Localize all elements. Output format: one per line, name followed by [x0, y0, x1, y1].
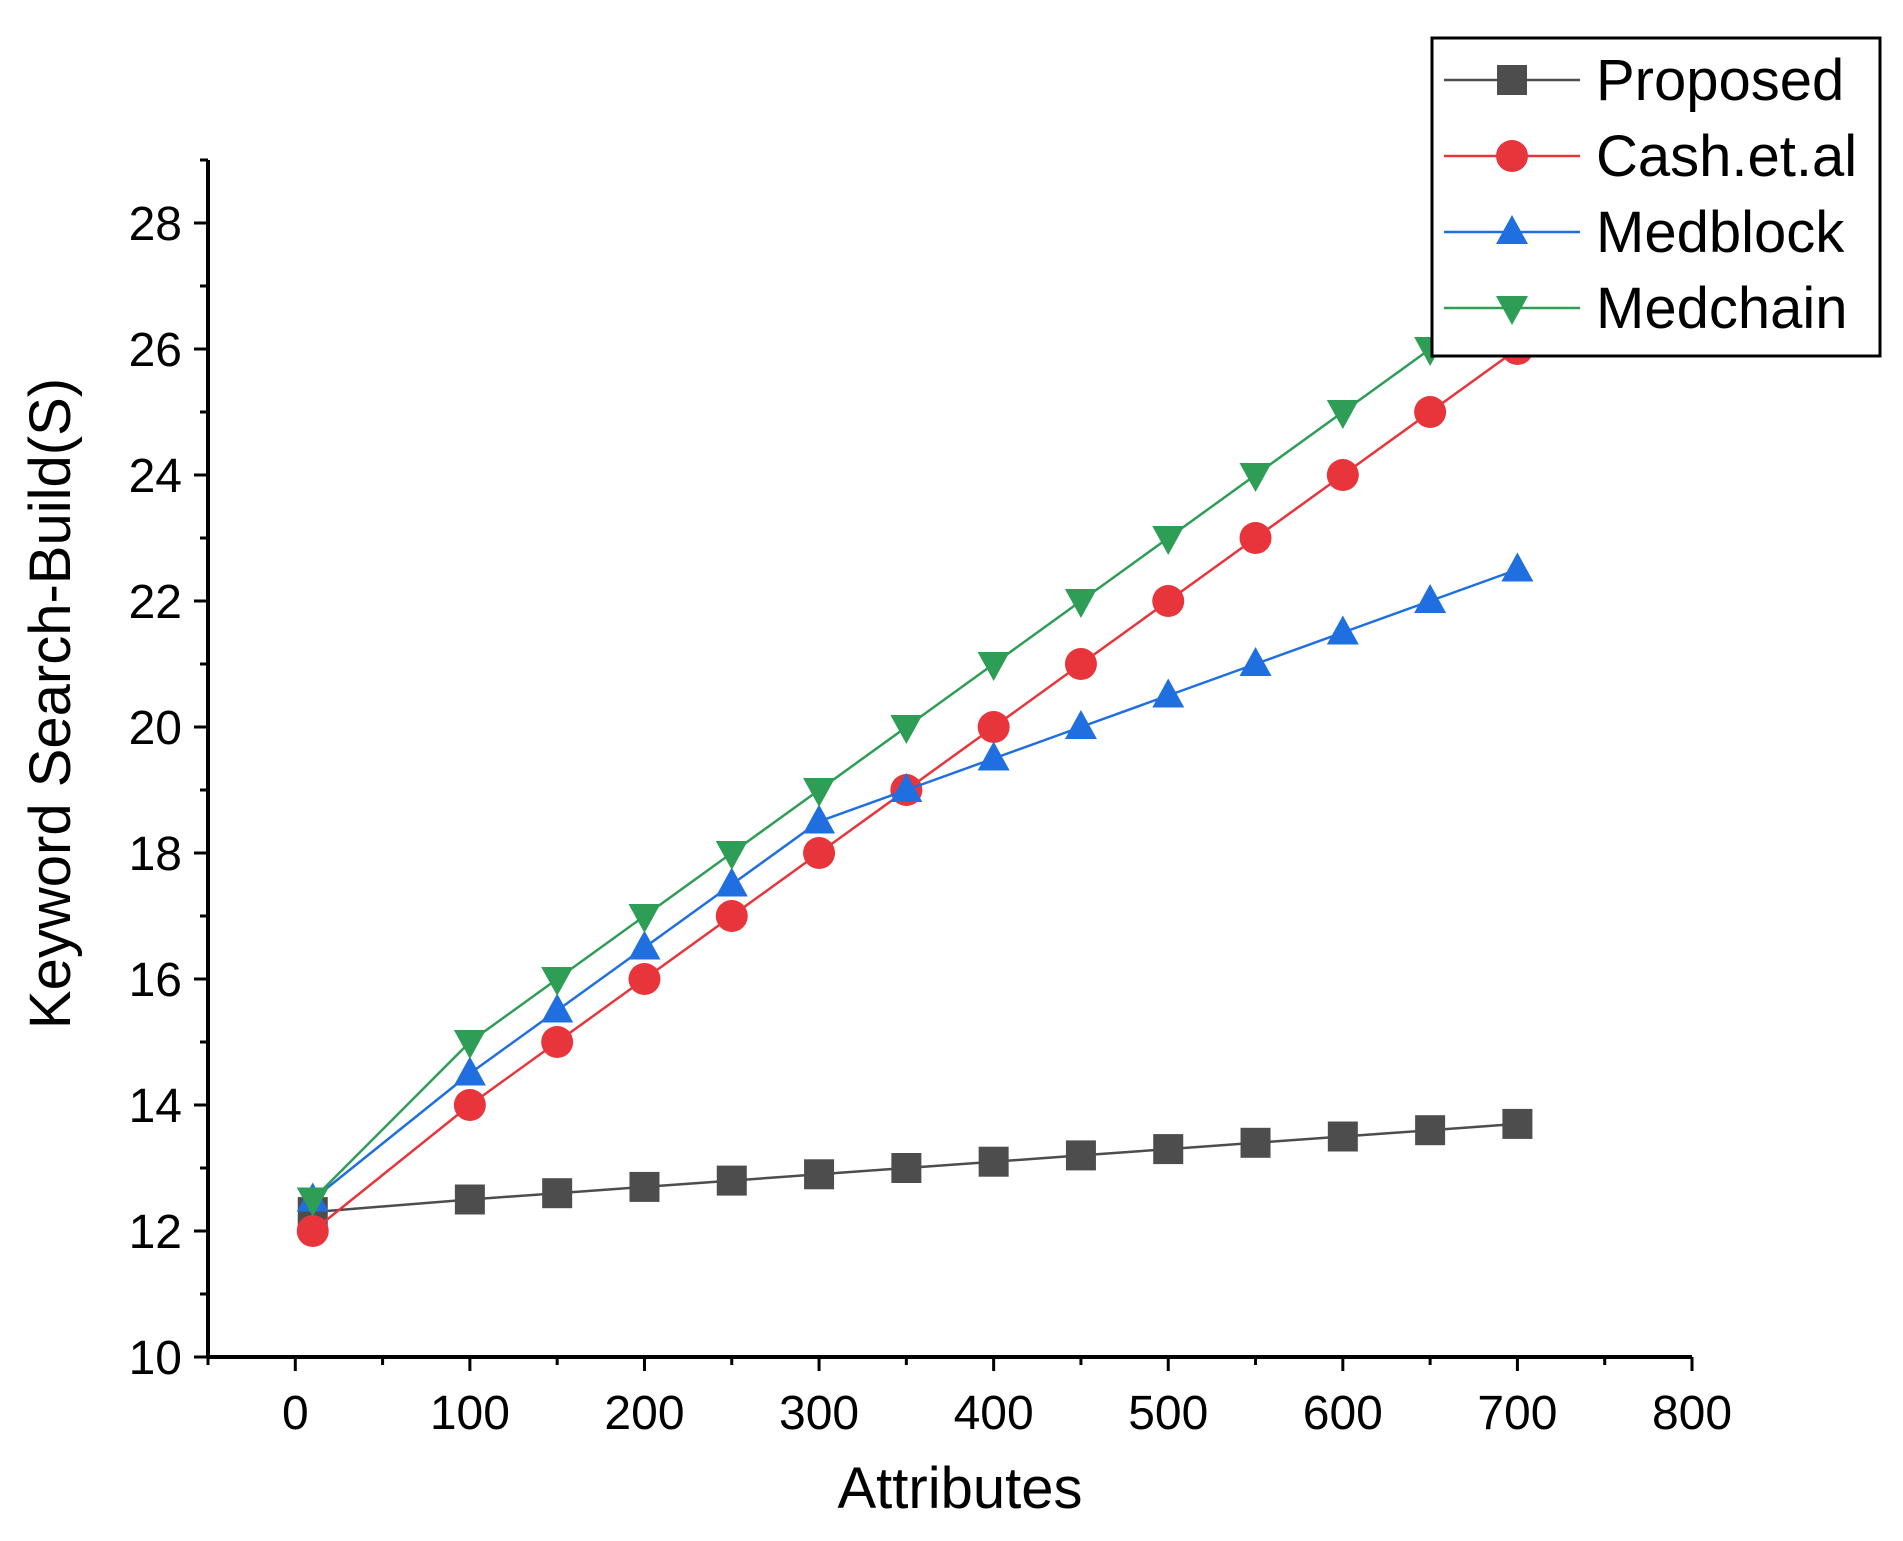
legend-label-proposed: Proposed	[1596, 48, 1844, 113]
data-point-proposed	[1327, 1121, 1358, 1152]
data-point-medblock	[541, 993, 574, 1023]
y-tick-label: 22	[129, 576, 182, 629]
data-point-cash-et-al	[453, 1089, 486, 1121]
data-point-proposed	[1240, 1127, 1271, 1158]
data-point-cash-et-al	[296, 1215, 329, 1247]
y-tick-label: 14	[129, 1080, 182, 1133]
y-axis-title: Keyword Search-Build(S)	[18, 378, 83, 1029]
legend-marker-proposed	[1497, 65, 1527, 95]
data-point-medblock	[1239, 647, 1272, 676]
x-tick-label: 400	[954, 1387, 1034, 1440]
x-tick-label: 500	[1128, 1387, 1208, 1440]
data-point-cash-et-al	[803, 837, 836, 869]
data-point-medblock	[715, 867, 748, 897]
legend-marker-medchain	[1496, 296, 1528, 325]
data-point-proposed	[1502, 1108, 1533, 1139]
data-point-cash-et-al	[1152, 585, 1185, 617]
legend-marker-cash-et-al	[1496, 140, 1528, 172]
data-point-cash-et-al	[1326, 459, 1359, 491]
data-point-medchain	[1152, 526, 1185, 555]
series-line-cash-et-al	[311, 347, 1519, 1232]
x-tick-label: 0	[282, 1387, 309, 1440]
x-tick-label: 700	[1477, 1387, 1557, 1440]
x-axis-title: Attributes	[838, 1456, 1083, 1521]
data-point-cash-et-al	[715, 900, 748, 932]
legend: Proposed Cash.et.al Medblock Medchain	[1430, 36, 1882, 358]
data-point-cash-et-al	[977, 711, 1010, 743]
data-point-proposed	[891, 1153, 922, 1183]
data-point-proposed	[978, 1146, 1009, 1177]
data-point-medblock	[1501, 552, 1534, 582]
data-point-medblock	[977, 741, 1010, 771]
data-point-medblock	[1152, 678, 1185, 708]
data-point-medchain	[1064, 589, 1097, 618]
y-tick-label: 18	[129, 828, 182, 881]
data-point-medchain	[977, 652, 1010, 681]
series-line-medchain	[311, 284, 1519, 1201]
legend-label-medchain: Medchain	[1596, 276, 1847, 341]
x-axis-ticks: 0 100 200 300 400 500 600 700 800	[206, 1357, 1732, 1440]
data-point-medblock	[1414, 584, 1447, 613]
y-tick-label: 24	[129, 450, 182, 503]
data-point-cash-et-al	[1239, 522, 1272, 554]
y-tick-label: 10	[129, 1332, 182, 1385]
data-point-cash-et-al	[541, 1026, 574, 1058]
data-point-medblock	[628, 930, 661, 960]
data-point-medblock	[1064, 710, 1097, 739]
series-proposed	[297, 1108, 1533, 1228]
series-medblock	[296, 552, 1534, 1212]
y-tick-label: 20	[129, 702, 182, 755]
series-layer	[296, 274, 1534, 1247]
y-tick-label: 16	[129, 954, 182, 1007]
data-point-medchain	[453, 1030, 486, 1059]
legend-item-medchain: Medchain	[1444, 276, 1847, 341]
data-point-proposed	[1153, 1134, 1184, 1165]
data-point-proposed	[454, 1184, 485, 1215]
y-axis-ticks: 10 12 14 16 18 20 22 24 26 28	[129, 158, 208, 1385]
data-point-cash-et-al	[628, 963, 661, 995]
data-point-cash-et-al	[1414, 396, 1447, 428]
legend-label-medblock: Medblock	[1596, 200, 1845, 265]
series-medchain	[296, 274, 1534, 1217]
x-tick-label: 600	[1303, 1387, 1383, 1440]
data-point-cash-et-al	[1064, 648, 1097, 680]
data-point-medblock	[803, 804, 836, 834]
y-tick-label: 12	[129, 1206, 182, 1259]
data-point-medchain	[628, 904, 661, 933]
y-tick-label: 28	[129, 198, 182, 251]
data-point-medchain	[1326, 400, 1359, 429]
y-tick-label: 26	[129, 324, 182, 377]
x-tick-label: 100	[430, 1387, 510, 1440]
data-point-proposed	[716, 1165, 747, 1196]
data-point-proposed	[542, 1178, 573, 1209]
legend-item-cash-et-al: Cash.et.al	[1444, 124, 1857, 189]
data-point-medchain	[803, 778, 836, 807]
data-point-proposed	[1065, 1140, 1096, 1171]
x-tick-label: 200	[604, 1387, 684, 1440]
legend-item-proposed: Proposed	[1444, 48, 1844, 113]
series-line-medblock	[311, 568, 1518, 1201]
data-point-medchain	[541, 967, 574, 996]
legend-label-cash-et-al: Cash.et.al	[1596, 124, 1857, 189]
data-point-medchain	[890, 715, 923, 744]
data-point-proposed	[1415, 1115, 1446, 1146]
x-tick-label: 300	[779, 1387, 859, 1440]
series-cash-et-al	[296, 333, 1534, 1247]
data-point-medblock	[453, 1056, 486, 1086]
data-point-medblock	[890, 773, 923, 802]
legend-item-medblock: Medblock	[1444, 200, 1845, 265]
data-point-medchain	[1239, 463, 1272, 492]
data-point-medblock	[1326, 615, 1359, 645]
data-point-proposed	[629, 1171, 660, 1202]
data-point-medchain	[296, 1187, 329, 1217]
data-point-medchain	[715, 841, 748, 870]
x-tick-label: 800	[1652, 1387, 1732, 1440]
axes: 0 100 200 300 400 500 600 700 800 10 12 14 16 18 20 22…	[18, 158, 1732, 1521]
legend-marker-medblock	[1496, 215, 1528, 244]
data-point-proposed	[804, 1159, 835, 1190]
